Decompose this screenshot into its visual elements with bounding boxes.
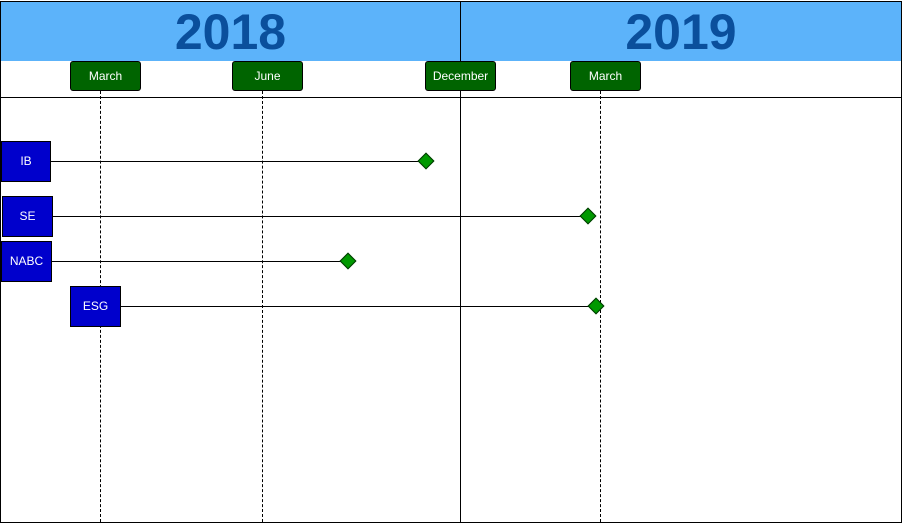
year-label: 2019 <box>625 4 737 60</box>
month-tag-june-2018: June <box>232 61 303 91</box>
task-line-nabc <box>51 261 348 262</box>
year-band-2019: 2019 <box>461 1 901 61</box>
task-box-se[interactable]: SE <box>2 196 53 237</box>
month-tag-march-2018: March <box>70 61 141 91</box>
task-box-esg[interactable]: ESG <box>70 286 121 327</box>
task-box-nabc[interactable]: NABC <box>1 241 52 282</box>
task-line-se <box>52 216 588 217</box>
task-line-esg <box>120 306 596 307</box>
header-divider <box>0 97 902 98</box>
month-tag-december-2018: December <box>425 61 496 91</box>
year-divider <box>460 1 461 522</box>
task-line-ib <box>50 161 426 162</box>
year-label: 2018 <box>174 4 287 60</box>
task-box-ib[interactable]: IB <box>1 141 51 182</box>
year-band-2018: 2018 <box>1 1 460 61</box>
month-tag-march-2019: March <box>570 61 641 91</box>
